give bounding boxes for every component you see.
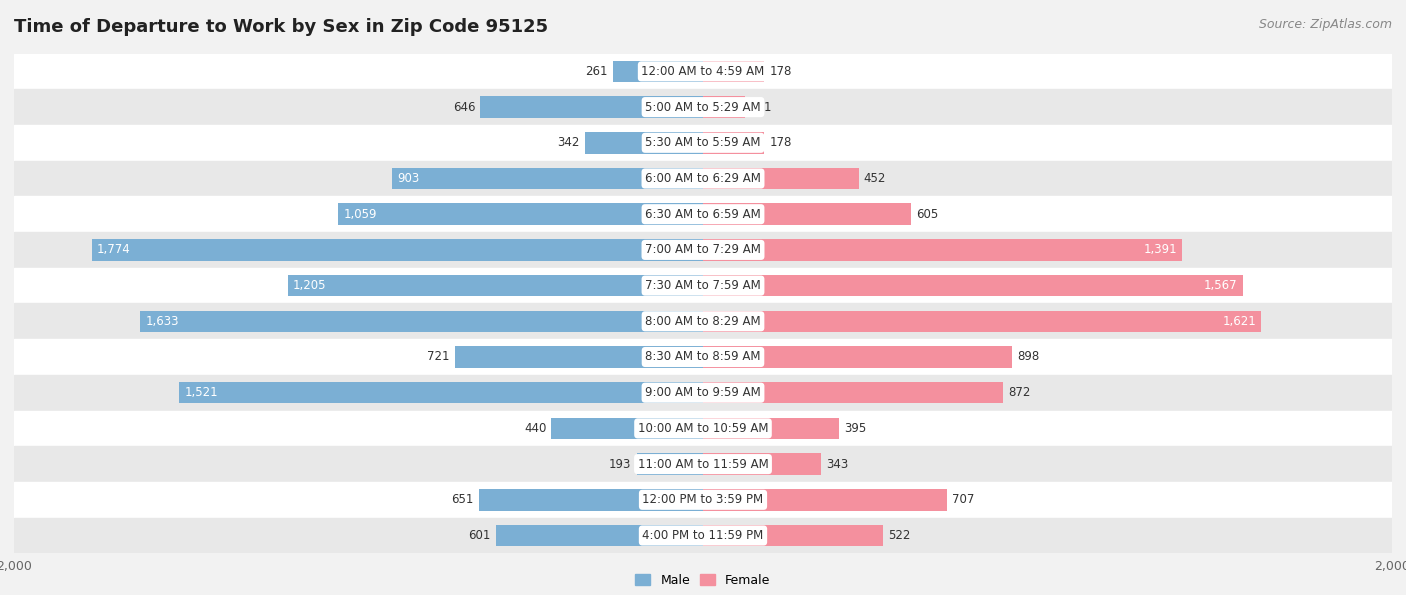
Bar: [454, 346, 703, 368]
Text: 12:00 AM to 4:59 AM: 12:00 AM to 4:59 AM: [641, 65, 765, 78]
Text: 11:00 AM to 11:59 AM: 11:00 AM to 11:59 AM: [638, 458, 768, 471]
Text: 646: 646: [453, 101, 475, 114]
Bar: [392, 168, 703, 189]
Text: 1,059: 1,059: [343, 208, 377, 221]
Bar: [14, 339, 1392, 375]
Text: 6:00 AM to 6:29 AM: 6:00 AM to 6:29 AM: [645, 172, 761, 185]
Text: 178: 178: [769, 65, 792, 78]
Text: 12:00 PM to 3:59 PM: 12:00 PM to 3:59 PM: [643, 493, 763, 506]
Text: 121: 121: [749, 101, 772, 114]
Text: 440: 440: [524, 422, 547, 435]
Bar: [496, 525, 703, 546]
Text: 5:30 AM to 5:59 AM: 5:30 AM to 5:59 AM: [645, 136, 761, 149]
Text: 6:30 AM to 6:59 AM: 6:30 AM to 6:59 AM: [645, 208, 761, 221]
Bar: [14, 125, 1392, 161]
Text: 903: 903: [396, 172, 419, 185]
Bar: [339, 203, 703, 225]
Bar: [14, 161, 1392, 196]
Bar: [637, 453, 703, 475]
Bar: [703, 453, 821, 475]
Text: 1,205: 1,205: [292, 279, 326, 292]
Text: 193: 193: [609, 458, 631, 471]
Text: 651: 651: [451, 493, 474, 506]
Text: 707: 707: [952, 493, 974, 506]
Bar: [14, 54, 1392, 89]
Bar: [14, 375, 1392, 411]
Bar: [481, 96, 703, 118]
Bar: [703, 489, 946, 511]
Text: 1,774: 1,774: [97, 243, 131, 256]
Bar: [703, 96, 745, 118]
Text: 10:00 AM to 10:59 AM: 10:00 AM to 10:59 AM: [638, 422, 768, 435]
Bar: [613, 61, 703, 82]
Text: 1,621: 1,621: [1222, 315, 1256, 328]
Text: 261: 261: [585, 65, 607, 78]
Text: Time of Departure to Work by Sex in Zip Code 95125: Time of Departure to Work by Sex in Zip …: [14, 18, 548, 36]
Text: 342: 342: [558, 136, 581, 149]
Text: 1,521: 1,521: [184, 386, 218, 399]
Bar: [14, 196, 1392, 232]
Bar: [288, 275, 703, 296]
Legend: Male, Female: Male, Female: [630, 569, 776, 592]
Bar: [703, 525, 883, 546]
Bar: [14, 411, 1392, 446]
Bar: [703, 132, 765, 154]
Bar: [14, 268, 1392, 303]
Bar: [703, 61, 765, 82]
Text: 7:30 AM to 7:59 AM: 7:30 AM to 7:59 AM: [645, 279, 761, 292]
Bar: [14, 303, 1392, 339]
Text: 178: 178: [769, 136, 792, 149]
Text: 8:30 AM to 8:59 AM: 8:30 AM to 8:59 AM: [645, 350, 761, 364]
Text: 8:00 AM to 8:29 AM: 8:00 AM to 8:29 AM: [645, 315, 761, 328]
Text: 1,567: 1,567: [1204, 279, 1237, 292]
Bar: [14, 232, 1392, 268]
Text: 9:00 AM to 9:59 AM: 9:00 AM to 9:59 AM: [645, 386, 761, 399]
Bar: [479, 489, 703, 511]
Text: 1,391: 1,391: [1143, 243, 1177, 256]
Bar: [179, 382, 703, 403]
Text: 4:00 PM to 11:59 PM: 4:00 PM to 11:59 PM: [643, 529, 763, 542]
Bar: [14, 482, 1392, 518]
Bar: [91, 239, 703, 261]
Bar: [703, 168, 859, 189]
Bar: [141, 311, 703, 332]
Text: 898: 898: [1018, 350, 1040, 364]
Text: 343: 343: [827, 458, 849, 471]
Text: 605: 605: [917, 208, 939, 221]
Text: 522: 522: [889, 529, 910, 542]
Text: 601: 601: [468, 529, 491, 542]
Bar: [585, 132, 703, 154]
Text: 872: 872: [1008, 386, 1031, 399]
Bar: [703, 382, 1004, 403]
Bar: [703, 275, 1243, 296]
Bar: [703, 311, 1261, 332]
Text: Source: ZipAtlas.com: Source: ZipAtlas.com: [1258, 18, 1392, 31]
Text: 7:00 AM to 7:29 AM: 7:00 AM to 7:29 AM: [645, 243, 761, 256]
Bar: [14, 446, 1392, 482]
Text: 721: 721: [427, 350, 450, 364]
Bar: [703, 239, 1182, 261]
Bar: [551, 418, 703, 439]
Bar: [703, 203, 911, 225]
Bar: [14, 89, 1392, 125]
Bar: [703, 346, 1012, 368]
Bar: [14, 518, 1392, 553]
Bar: [703, 418, 839, 439]
Text: 5:00 AM to 5:29 AM: 5:00 AM to 5:29 AM: [645, 101, 761, 114]
Text: 1,633: 1,633: [146, 315, 179, 328]
Text: 395: 395: [844, 422, 866, 435]
Text: 452: 452: [863, 172, 886, 185]
